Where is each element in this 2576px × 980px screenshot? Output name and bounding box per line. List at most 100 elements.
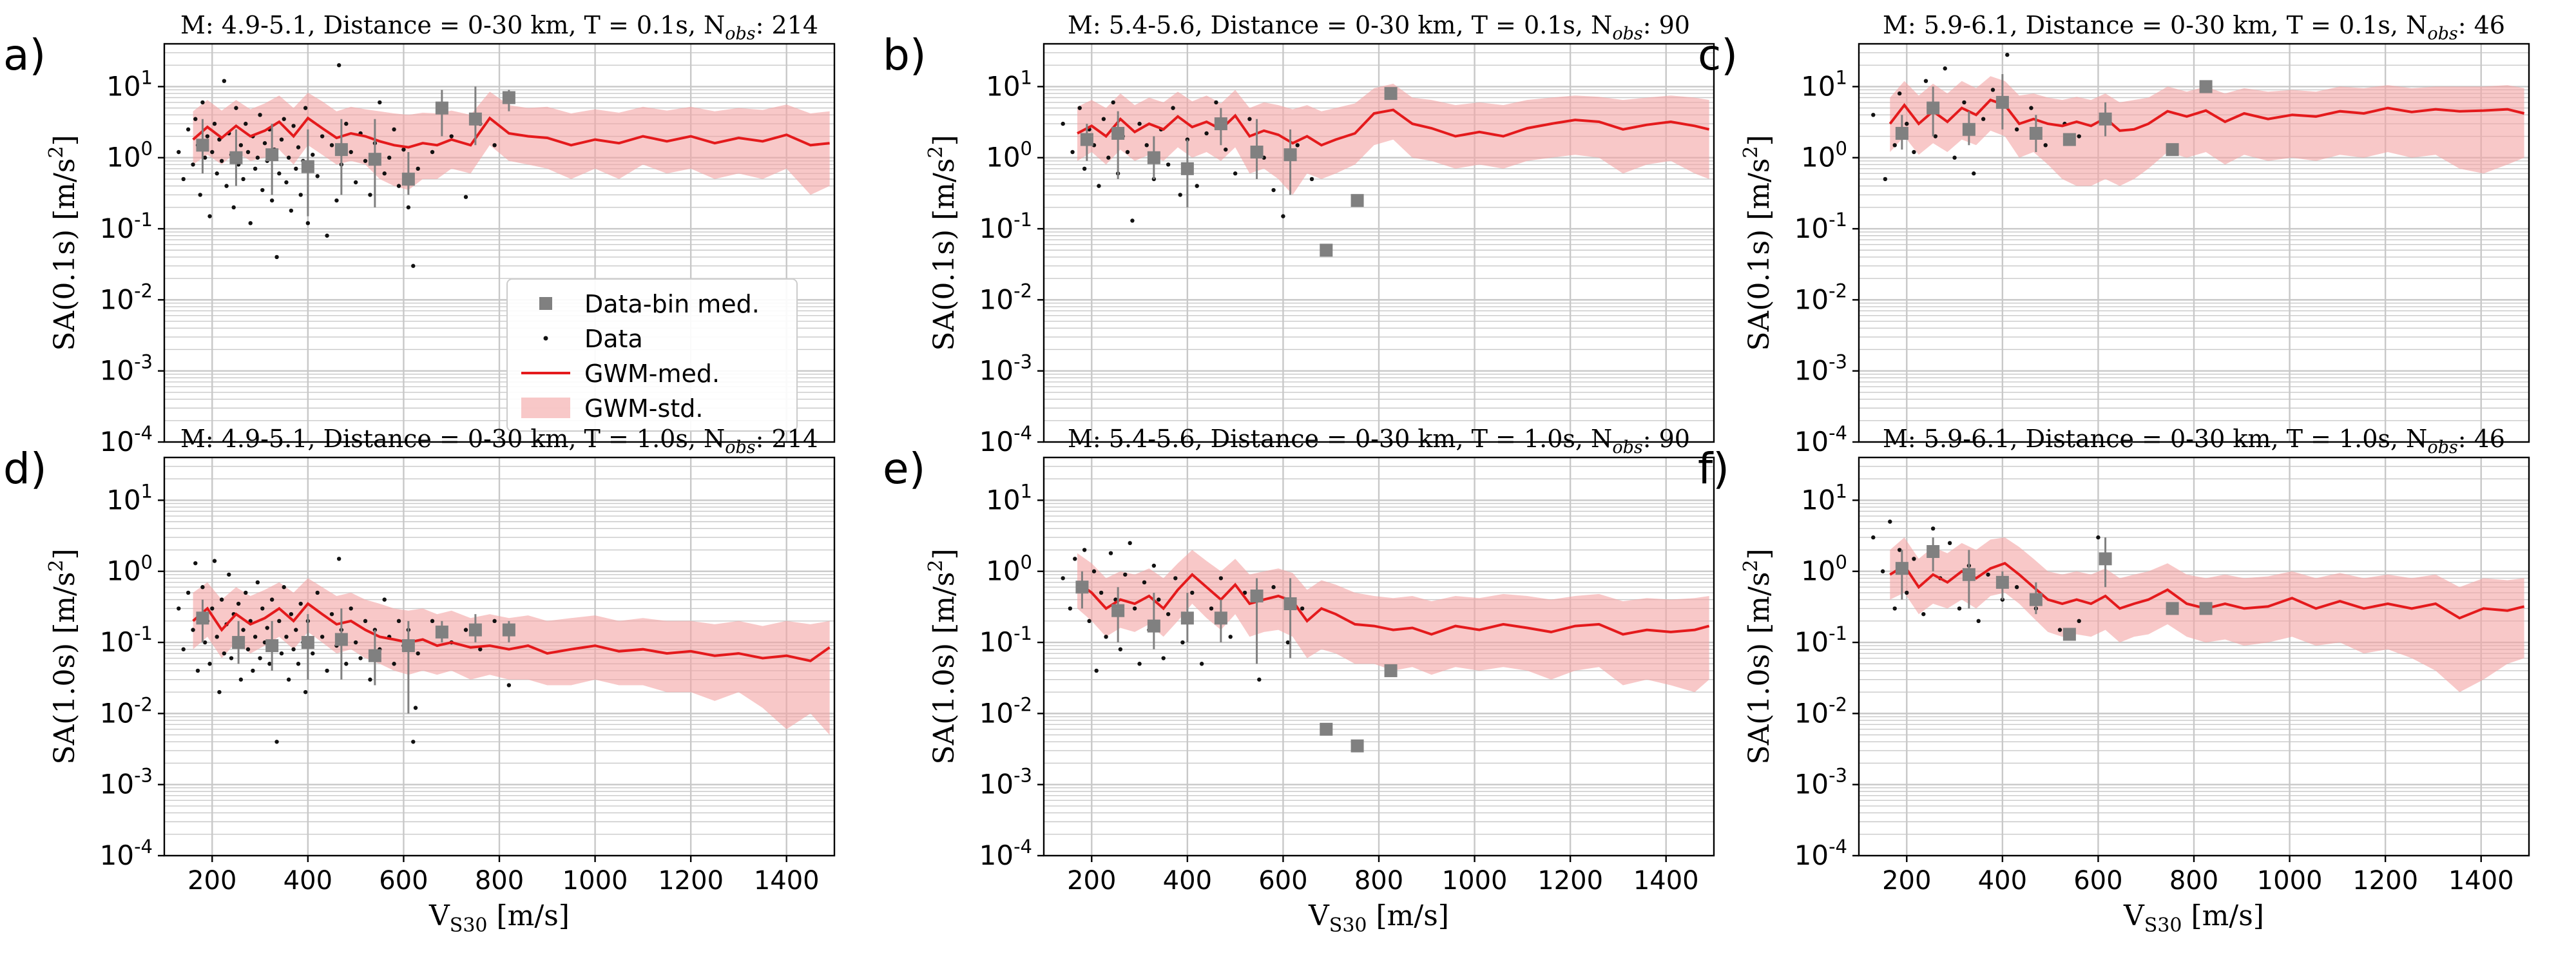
x-tick-label: 1400	[1633, 866, 1699, 896]
data-point	[1178, 193, 1182, 197]
x-tick-label: 600	[379, 866, 428, 896]
data-point	[1118, 647, 1123, 651]
data-point	[334, 198, 339, 203]
data-point	[236, 601, 241, 606]
data-point	[463, 628, 468, 632]
data-point	[363, 159, 368, 163]
data-point	[253, 166, 258, 171]
legend-data-swatch	[543, 336, 548, 341]
data-point	[1091, 569, 1097, 573]
x-tick-label: 1400	[2448, 866, 2514, 896]
data-point	[416, 166, 420, 171]
data-point	[255, 155, 260, 160]
bin-median-marker	[196, 139, 209, 152]
bin-median-marker	[368, 649, 381, 662]
data-point	[2014, 127, 2019, 132]
data-point	[1309, 177, 1314, 182]
data-point	[430, 149, 435, 155]
data-point	[478, 647, 483, 651]
data-point	[289, 611, 294, 617]
data-point	[186, 127, 191, 132]
bin-median-marker	[502, 623, 515, 637]
y-tick-label: 10-4	[1794, 836, 1847, 871]
data-point	[1271, 585, 1276, 590]
bin-median-marker	[2099, 552, 2112, 566]
data-point	[1300, 606, 1305, 611]
bin-median-marker	[1962, 122, 1975, 136]
data-point	[248, 221, 253, 226]
bin-median-marker	[1962, 568, 1975, 581]
x-tick-label: 400	[1163, 866, 1212, 896]
data-point	[353, 640, 358, 645]
bin-median-marker	[401, 172, 415, 186]
x-tick-label: 800	[1354, 866, 1403, 896]
bin-median-marker	[1147, 151, 1160, 164]
data-point	[315, 174, 320, 178]
data-point	[219, 159, 224, 163]
y-tick-label: 10-3	[979, 351, 1032, 387]
axes-frame	[1858, 43, 2530, 443]
data-point	[396, 619, 401, 624]
panel-e: 101 100 10-1 10-2 10-3 10-4 200 400 600 800 1000 12…	[883, 425, 1715, 937]
data-point	[296, 662, 301, 666]
data-point	[305, 221, 311, 226]
x-tick-label: 200	[1882, 866, 1931, 896]
data-point	[260, 187, 265, 193]
data-point	[311, 651, 315, 656]
data-point	[186, 590, 191, 595]
y-tick-label: 10-2	[979, 280, 1032, 315]
bin-median-marker	[1111, 126, 1125, 140]
y-tick-label: 10-4	[100, 422, 153, 457]
panel-d: 101 100 10-1 10-2 10-3 10-4 200 400 600 800 1000 12…	[3, 425, 836, 937]
legend: Data-bin med. Data GWM-med. GWM-std.	[506, 278, 798, 432]
bin-median-marker	[2166, 143, 2179, 157]
bin-median-marker	[2029, 593, 2043, 606]
data-point	[1082, 166, 1087, 171]
data-point	[1247, 117, 1252, 121]
data-point	[193, 117, 198, 121]
x-tick-label: 800	[2169, 866, 2218, 896]
x-tick-label: 1200	[658, 866, 724, 896]
x-tick-label: 1400	[754, 866, 820, 896]
data-point	[298, 193, 303, 197]
y-tick-label: 10-1	[979, 622, 1032, 658]
data-point	[294, 628, 298, 632]
data-point	[1087, 619, 1091, 624]
data-point	[2043, 143, 2048, 148]
data-point	[1144, 143, 1149, 148]
data-point	[1190, 590, 1195, 595]
y-tick-label: 101	[986, 480, 1032, 515]
bin-median-marker	[435, 101, 448, 115]
data-point	[329, 611, 334, 617]
data-point	[217, 689, 222, 695]
bin-median-marker	[502, 91, 515, 104]
legend-label-data: Data	[584, 325, 643, 353]
data-point	[413, 706, 418, 710]
data-point	[210, 149, 215, 155]
data-point	[1871, 113, 1876, 117]
y-tick-label: 10-2	[100, 693, 153, 729]
data-point	[396, 184, 401, 188]
data-point	[177, 149, 181, 155]
data-point	[1242, 590, 1247, 595]
data-point	[1957, 606, 1962, 611]
data-point	[1073, 557, 1077, 561]
data-point	[303, 689, 308, 695]
bin-median-marker	[1080, 133, 1093, 146]
data-point	[325, 233, 329, 238]
data-point	[1905, 590, 1909, 595]
data-point	[210, 606, 215, 611]
axes-frame	[1043, 43, 1715, 443]
data-point	[1871, 535, 1876, 540]
bin-median-marker	[196, 611, 209, 625]
plot-area	[1061, 83, 1710, 257]
data-point	[1070, 149, 1075, 155]
bin-median-marker	[2199, 80, 2213, 93]
data-point	[392, 127, 396, 132]
data-point	[329, 143, 334, 148]
data-point	[1106, 155, 1111, 160]
data-point	[245, 149, 251, 155]
y-axis-label: SA(1.0s) [m/s2]	[45, 548, 81, 764]
data-point	[349, 149, 353, 155]
data-point	[2057, 628, 2062, 632]
